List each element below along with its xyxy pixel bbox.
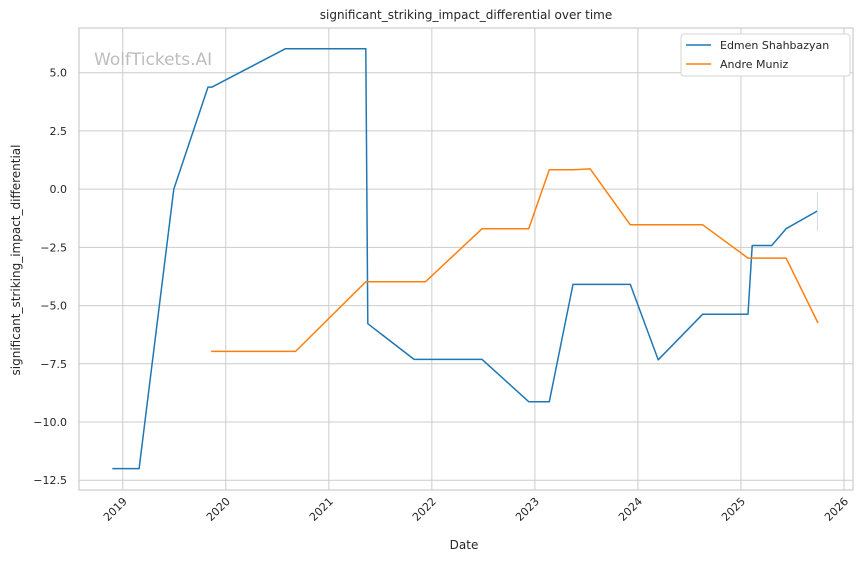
x-tick-label: 2022	[410, 495, 439, 524]
y-tick-label: 0.0	[50, 183, 68, 196]
y-tick-label: −12.5	[33, 474, 67, 487]
x-tick-label: 2021	[307, 495, 336, 524]
series-lines	[112, 47, 819, 470]
y-tick-label: 2.5	[50, 125, 68, 138]
x-tick-label: 2024	[616, 495, 645, 524]
legend-box	[680, 33, 851, 77]
x-tick-label: 2026	[822, 495, 851, 524]
x-tick-labels: 2019 2020 2021 2022 2023 2024 2025 2026	[101, 495, 851, 524]
y-tick-labels: 5.0 2.5 0.0 −2.5 −5.0 −7.5 −10.0 −12.5	[33, 67, 67, 488]
y-tick-label: −2.5	[40, 241, 67, 254]
legend-label: Andre Muniz	[720, 58, 789, 71]
legend: Edmen Shahbazyan Andre Muniz	[680, 33, 851, 77]
series-line-1	[211, 168, 819, 353]
chart-title: significant_striking_impact_differential…	[320, 8, 612, 22]
x-tick-label: 2019	[101, 495, 130, 524]
x-tick-label: 2020	[204, 495, 233, 524]
plot-frame	[78, 27, 854, 491]
y-axis-label: significant_striking_impact_differential	[9, 145, 23, 376]
legend-label: Edmen Shahbazyan	[720, 39, 829, 52]
x-tick-label: 2023	[513, 495, 542, 524]
plot-background	[79, 28, 853, 490]
y-tick-label: 5.0	[50, 67, 68, 80]
y-tick-label: −10.0	[33, 416, 67, 429]
series-line-0	[112, 47, 819, 470]
x-axis-label: Date	[450, 538, 479, 552]
y-tick-label: −5.0	[40, 300, 67, 313]
watermark: WolfTickets.AI	[94, 50, 212, 70]
grid	[79, 28, 853, 490]
y-tick-label: −7.5	[40, 358, 67, 371]
x-tick-label: 2025	[719, 495, 748, 524]
